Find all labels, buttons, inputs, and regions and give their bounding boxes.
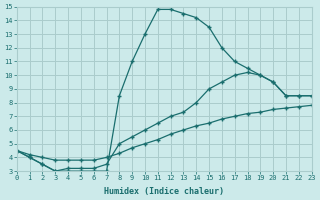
X-axis label: Humidex (Indice chaleur): Humidex (Indice chaleur) (104, 187, 224, 196)
